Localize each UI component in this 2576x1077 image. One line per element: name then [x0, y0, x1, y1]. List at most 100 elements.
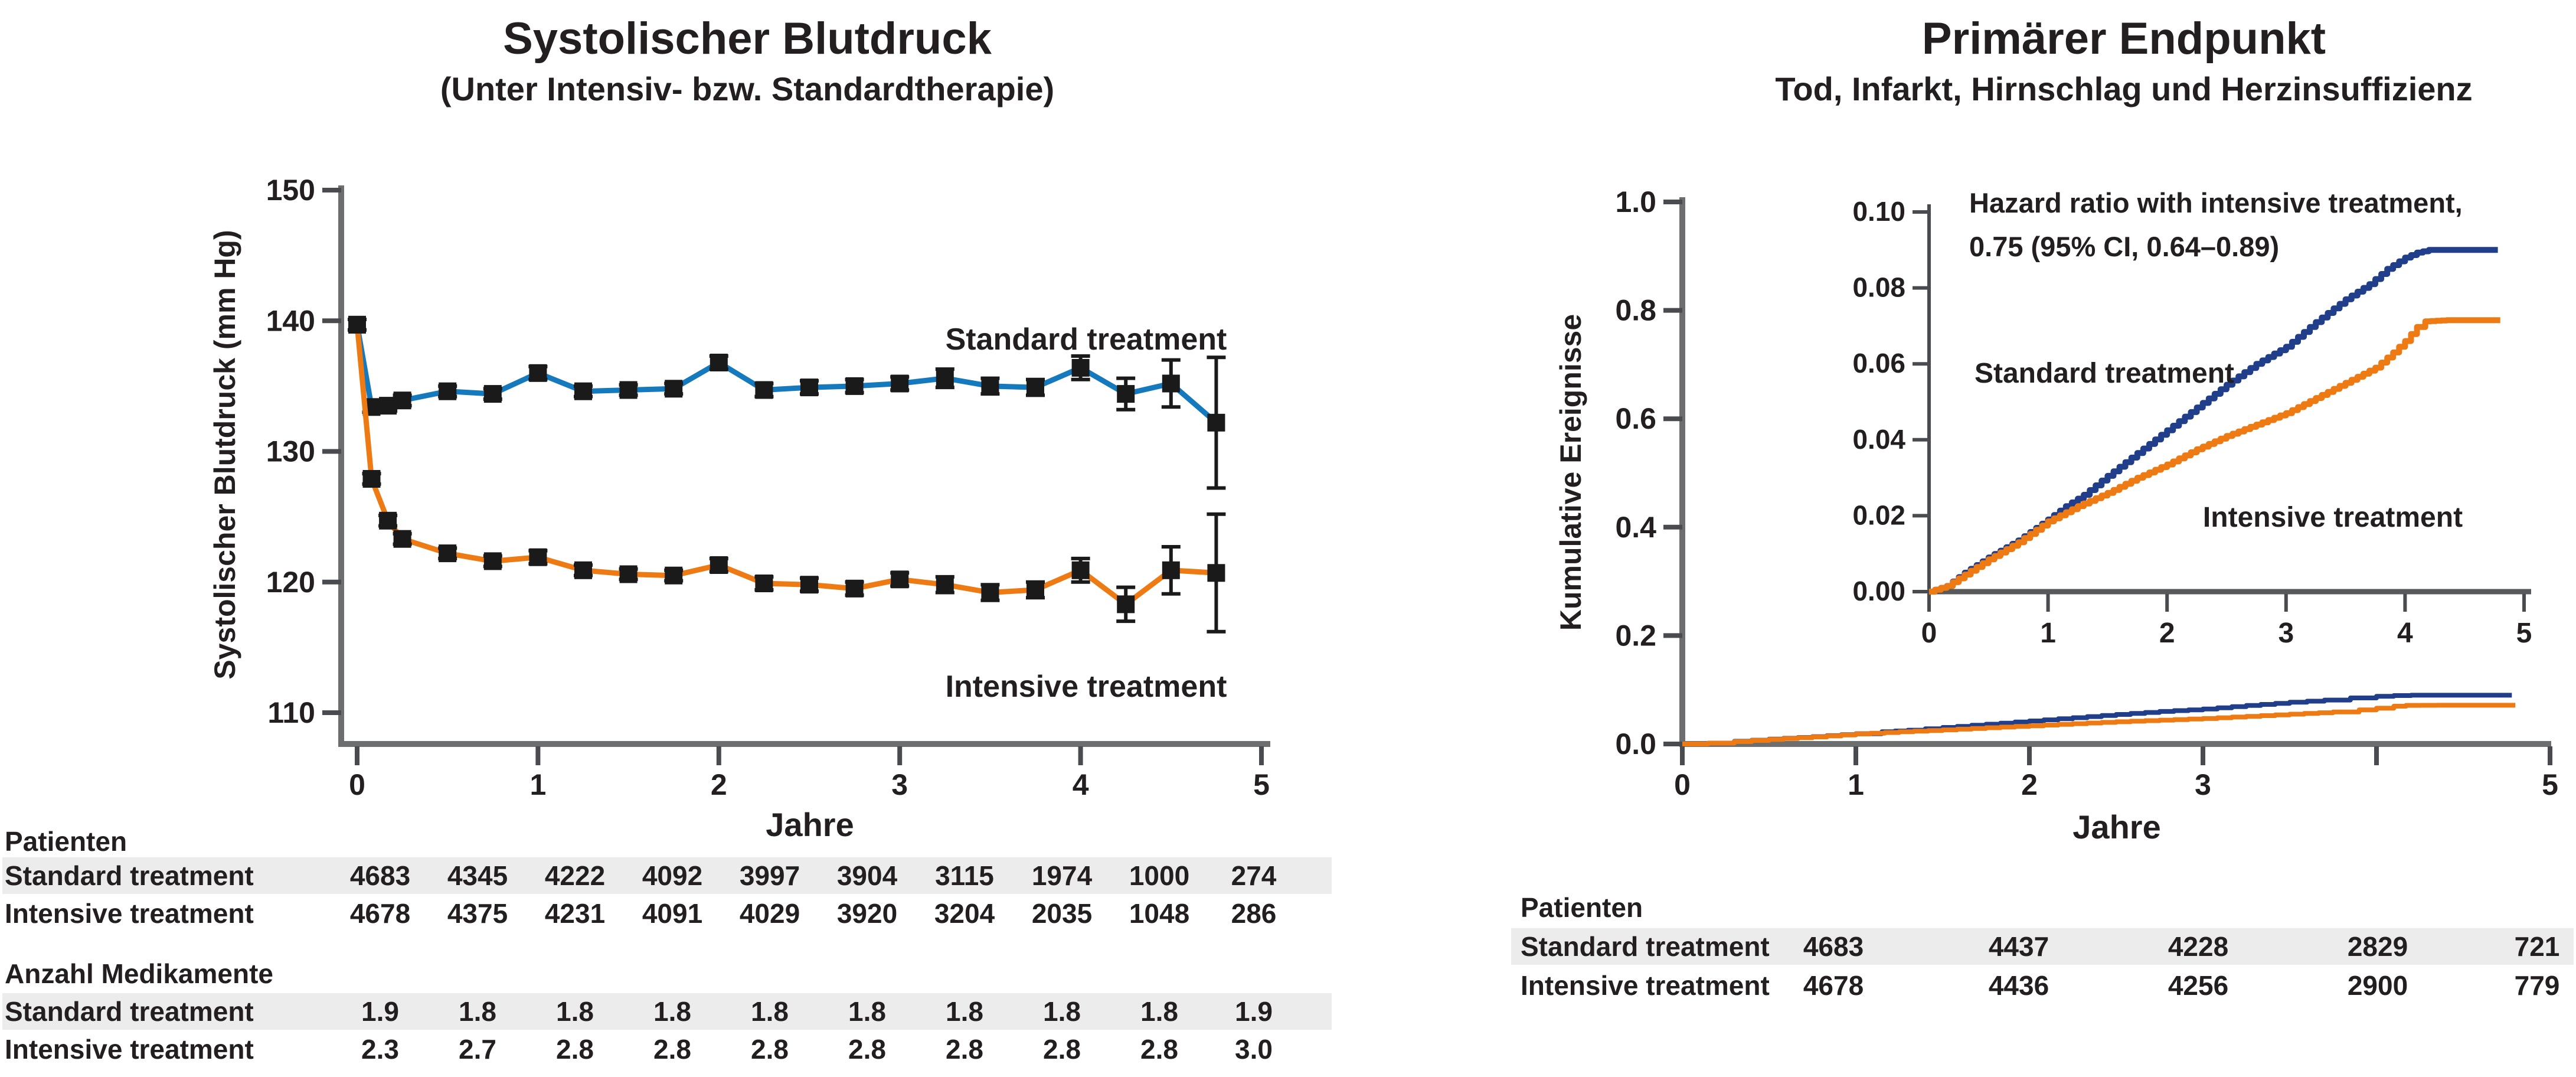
data-marker	[665, 566, 683, 585]
intensive-series-line-main	[1682, 703, 2516, 746]
table-cell: 274	[1231, 860, 1277, 891]
y-axis-title: Systolischer Blutdruck (mm Hg)	[208, 230, 241, 679]
data-marker	[439, 382, 457, 400]
data-marker	[936, 369, 954, 387]
inset-x-tick-label: 4	[2397, 618, 2413, 649]
data-marker	[393, 530, 411, 548]
data-marker	[1027, 378, 1044, 397]
bp-chart-title: Systolischer Blutdruck	[503, 14, 992, 64]
data-marker	[483, 385, 502, 403]
x-axis-title: Jahre	[2072, 808, 2160, 846]
row-label: Standard treatment	[1521, 931, 1770, 962]
data-marker	[981, 377, 999, 395]
table-cell: 4683	[1803, 931, 1864, 962]
patients-header-left: Patienten	[5, 826, 128, 857]
y-tick-label: 0.0	[1615, 727, 1656, 761]
data-marker	[1117, 595, 1135, 613]
table-cell: 3204	[934, 898, 995, 929]
x-axis-title: Jahre	[766, 806, 854, 843]
data-marker	[665, 380, 683, 398]
standard-series-label: Standard treatment	[946, 322, 1227, 357]
table-cell: 2.8	[946, 1034, 983, 1065]
table-cell: 4029	[739, 898, 800, 929]
table-cell: 2.8	[1140, 1034, 1178, 1065]
table-cell: 1.8	[848, 996, 886, 1027]
standard-series-line	[354, 324, 1218, 425]
y-tick-label: 0.8	[1615, 294, 1656, 327]
table-cell: 1000	[1129, 860, 1190, 891]
x-tick-label: 1	[1848, 768, 1864, 801]
inset-y-tick-label: 0.04	[1852, 424, 1905, 455]
table-cell: 779	[2514, 970, 2560, 1001]
y-tick-label: 110	[267, 696, 315, 729]
table-cell: 1.8	[653, 996, 691, 1027]
table-row-band	[1511, 928, 2574, 965]
table-cell: 4091	[642, 898, 703, 929]
inset-x-tick-label: 1	[2040, 618, 2056, 649]
hazard-ratio-annotation-line1: Hazard ratio with intensive treatment,	[1969, 187, 2463, 218]
table-cell: 1048	[1129, 898, 1190, 929]
data-marker	[1071, 358, 1090, 377]
data-marker	[800, 378, 818, 397]
table-cell: 3904	[836, 860, 898, 891]
table-cell: 4678	[1803, 970, 1864, 1001]
data-marker	[619, 381, 638, 399]
data-marker	[710, 354, 728, 371]
data-marker	[845, 377, 864, 395]
hazard-ratio-annotation-line2: 0.75 (95% CI, 0.64–0.89)	[1969, 231, 2279, 262]
x-tick-label: 5	[1253, 768, 1270, 801]
data-marker	[800, 576, 818, 594]
table-cell: 4678	[349, 898, 411, 929]
table-cell: 1.8	[751, 996, 789, 1027]
intensive-series-label: Intensive treatment	[946, 670, 1227, 704]
table-cell: 2900	[2347, 970, 2408, 1001]
intensive-series-line-inset	[1929, 317, 2500, 595]
table-cell: 1.8	[459, 996, 496, 1027]
table-cell: 3.0	[1235, 1034, 1273, 1065]
inset-x-tick-label: 0	[1921, 618, 1937, 649]
row-label: Intensive treatment	[1521, 970, 1770, 1001]
intensive-series-label: Intensive treatment	[2203, 502, 2463, 533]
table-row-band	[2, 993, 1332, 1030]
data-marker	[845, 579, 864, 598]
y-tick-label: 130	[266, 435, 315, 468]
x-tick-label: 0	[349, 768, 365, 801]
data-marker	[1162, 561, 1180, 579]
x-tick-label: 4	[1073, 768, 1089, 801]
inset-x-tick-label: 3	[2278, 618, 2294, 649]
data-marker	[755, 575, 773, 592]
data-marker	[891, 374, 909, 393]
data-marker	[362, 470, 381, 488]
data-marker	[755, 381, 773, 399]
data-marker	[529, 364, 547, 382]
table-cell: 3997	[739, 860, 800, 891]
table-cell: 721	[2514, 931, 2560, 962]
table-cell: 4256	[2168, 970, 2229, 1001]
inset-y-tick-label: 0.02	[1852, 500, 1905, 530]
inset-y-tick-label: 0.08	[1852, 272, 1905, 303]
data-marker	[936, 576, 954, 594]
table-cell: 2.8	[848, 1034, 886, 1065]
table-cell: 4683	[349, 860, 411, 891]
data-marker	[1117, 385, 1135, 403]
data-marker	[379, 511, 397, 530]
y-tick-label: 120	[266, 566, 315, 599]
data-marker	[574, 561, 592, 579]
table-cell: 4345	[447, 860, 508, 891]
data-marker	[483, 552, 502, 570]
table-cell: 2.8	[556, 1034, 594, 1065]
table-cell: 2.7	[459, 1034, 496, 1065]
row-label: Standard treatment	[5, 860, 254, 891]
table-cell: 3115	[935, 860, 994, 891]
events-chart-title: Primärer Endpunkt	[1921, 14, 2326, 64]
data-marker	[710, 556, 728, 574]
table-cell: 2.3	[361, 1034, 399, 1065]
data-marker	[981, 583, 999, 602]
y-tick-label: 0.6	[1615, 402, 1656, 435]
table-cell: 4231	[544, 898, 606, 929]
table-cell: 2.8	[653, 1034, 691, 1065]
table-cell: 2.8	[1043, 1034, 1081, 1065]
standard-series-line-inset	[1929, 247, 2498, 595]
